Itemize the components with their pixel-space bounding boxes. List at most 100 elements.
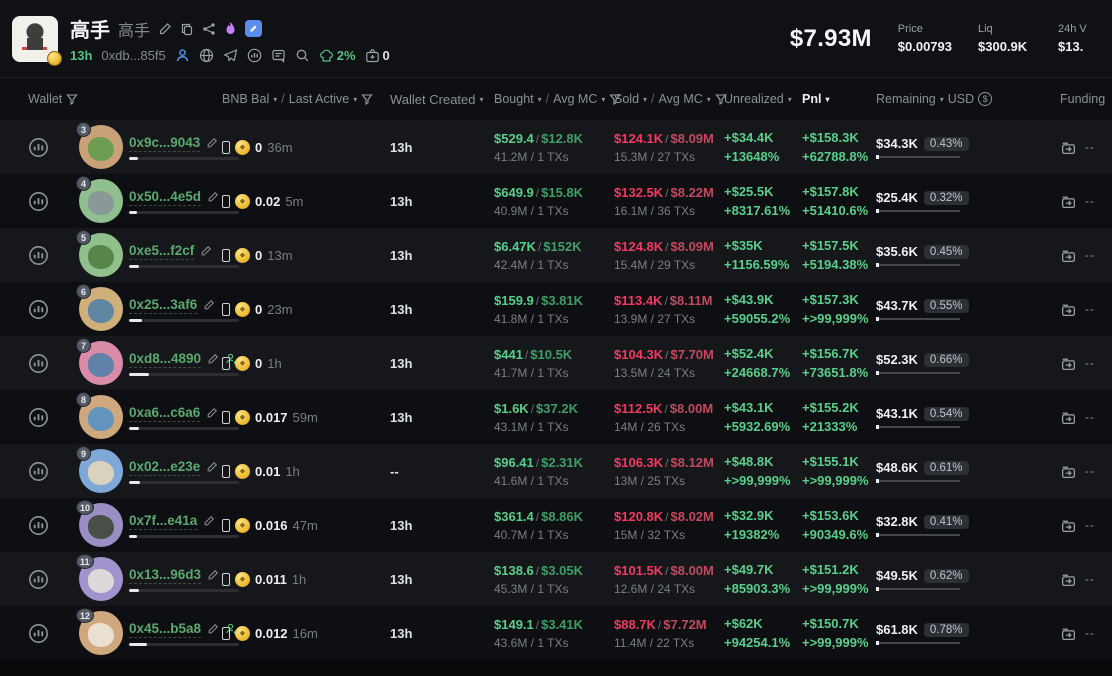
col-created[interactable]: Wallet Created ▾	[368, 92, 484, 107]
wallet-address-link[interactable]: 0x45...b5a8	[129, 620, 202, 639]
filter-icon[interactable]	[715, 93, 727, 105]
search-icon[interactable]	[295, 48, 310, 63]
edit-icon[interactable]	[203, 515, 215, 527]
sort-caret-icon[interactable]: ▾	[537, 95, 542, 104]
chart-circle-icon[interactable]	[28, 461, 49, 482]
wallet-address-link[interactable]: 0x02...e23e	[129, 458, 201, 477]
chart-circle-icon[interactable]	[28, 623, 49, 644]
sort-caret-icon[interactable]: ▾	[787, 95, 792, 104]
sort-caret-icon[interactable]: ▾	[601, 95, 606, 104]
likes-icon[interactable]	[365, 48, 380, 63]
wallet-address-link[interactable]: 0xd8...4890	[129, 350, 202, 369]
wallet-address-link[interactable]: 0xe5...f2cf	[129, 242, 195, 261]
funding-import-icon[interactable]	[1060, 139, 1077, 156]
table-row[interactable]: 9 0x02...e23e ◆ 0.01 1h -- $96.41/$2.31	[0, 444, 1112, 498]
dev-person-icon[interactable]	[175, 48, 190, 63]
table-row[interactable]: 11 0x13...96d3 ◆ 0.011 1h 13h $138.6/$3	[0, 552, 1112, 606]
copy-icon[interactable]	[180, 22, 194, 36]
feedback-icon[interactable]	[271, 48, 286, 63]
filter-icon[interactable]	[66, 93, 78, 105]
chart-circle-icon[interactable]	[28, 353, 49, 374]
wallet-avatar[interactable]	[79, 179, 123, 223]
share-icon[interactable]	[202, 22, 216, 36]
funding-import-icon[interactable]	[1060, 193, 1077, 210]
usd-toggle-icon[interactable]: $	[978, 92, 993, 106]
edit-icon[interactable]	[206, 461, 218, 473]
remaining-pct-badge: 0.78%	[923, 622, 969, 637]
wallet-avatar[interactable]	[79, 287, 123, 331]
col-funding[interactable]: Funding	[1042, 92, 1112, 106]
edit-icon[interactable]	[206, 407, 218, 419]
token-avatar[interactable]	[12, 15, 62, 66]
edit-icon[interactable]	[207, 191, 219, 203]
pnl-value: +$157.3K	[802, 292, 859, 307]
wallet-address-link[interactable]: 0x13...96d3	[129, 566, 202, 585]
sold-avg-mc: $8.12M	[670, 454, 714, 470]
col-pnl[interactable]: Pnl ▾	[802, 92, 876, 106]
filter-icon[interactable]	[361, 93, 373, 105]
token-contract[interactable]: 0xdb...85f5	[101, 48, 166, 63]
wallet-address-link[interactable]: 0x25...3af6	[129, 296, 198, 315]
edit-icon[interactable]	[207, 353, 219, 365]
bnb-coin-icon: ◆	[235, 517, 250, 533]
bnb-balance: 0.017	[255, 409, 288, 425]
memo-icon[interactable]	[245, 20, 263, 37]
col-wallet[interactable]: Wallet	[0, 92, 222, 106]
funding-import-icon[interactable]	[1060, 301, 1077, 318]
table-row[interactable]: 7 0xd8...4890 ◆ 0 1h 13h $441/$10.5K	[0, 336, 1112, 390]
wallet-avatar[interactable]	[79, 449, 123, 493]
sort-caret-icon[interactable]: ▾	[706, 95, 711, 104]
edit-icon[interactable]	[207, 623, 219, 635]
chart-circle-icon[interactable]	[28, 407, 49, 428]
sort-caret-icon[interactable]: ▾	[825, 95, 830, 104]
table-row[interactable]: 4 0x50...4e5d ◆ 0.02 5m 13h $649.9/$15.	[0, 174, 1112, 228]
sort-caret-icon[interactable]: ▾	[643, 95, 648, 104]
chart-circle-icon[interactable]	[28, 569, 49, 590]
wallet-address-link[interactable]: 0x9c...9043	[129, 134, 201, 153]
table-row[interactable]: 12 0x45...b5a8 ◆ 0.012 16m 13h $149.1/$	[0, 606, 1112, 660]
col-bnb-lastactive[interactable]: BNB Bal ▾ / Last Active ▾	[222, 92, 373, 106]
chart-circle-icon[interactable]	[28, 245, 49, 266]
edit-icon[interactable]	[200, 245, 212, 257]
col-remaining[interactable]: Remaining ▾ USD $	[876, 92, 1042, 106]
col-bought[interactable]: Bought ▾ / Avg MC ▾	[482, 92, 621, 106]
edit-icon[interactable]	[207, 569, 219, 581]
funding-import-icon[interactable]	[1060, 355, 1077, 372]
flame-icon[interactable]	[224, 21, 237, 36]
chart-circle-icon[interactable]	[28, 191, 49, 212]
funding-import-icon[interactable]	[1060, 571, 1077, 588]
col-avgmc-label: Avg MC	[553, 92, 598, 106]
funding-import-icon[interactable]	[1060, 625, 1077, 642]
chart-circle-icon[interactable]	[28, 299, 49, 320]
funding-import-icon[interactable]	[1060, 247, 1077, 264]
table-row[interactable]: 6 0x25...3af6 ◆ 0 23m 13h $159.9/$3.81K	[0, 282, 1112, 336]
sort-caret-icon[interactable]: ▾	[353, 95, 358, 104]
table-row[interactable]: 5 0xe5...f2cf ◆ 0 13m 13h $6.47K / $152K	[0, 228, 1112, 282]
sort-caret-icon[interactable]: ▾	[939, 95, 944, 104]
funding-import-icon[interactable]	[1060, 517, 1077, 534]
wallet-address-link[interactable]: 0xa6...c6a6	[129, 404, 201, 423]
chef-hat-icon[interactable]	[319, 49, 334, 63]
value-separator: /	[535, 455, 540, 470]
sort-caret-icon[interactable]: ▾	[273, 95, 278, 104]
chart-circle-icon[interactable]	[247, 48, 262, 63]
wallet-address-link[interactable]: 0x50...4e5d	[129, 188, 202, 207]
website-globe-icon[interactable]	[199, 48, 214, 63]
sold-subtext: 16.1M / 36 TXs	[614, 203, 696, 218]
wallet-address-link[interactable]: 0x7f...e41a	[129, 512, 198, 531]
funding-import-icon[interactable]	[1060, 463, 1077, 480]
edit-icon[interactable]	[203, 299, 215, 311]
table-row[interactable]: 3 0x9c...9043 ◆ 0 36m 13h $529.4/$12.8K	[0, 120, 1112, 174]
col-unrealized[interactable]: Unrealized ▾	[714, 92, 802, 106]
table-row[interactable]: 8 0xa6...c6a6 ◆ 0.017 59m 13h $1.6K / $37	[0, 390, 1112, 444]
table-row[interactable]: 10 0x7f...e41a ◆ 0.016 47m 13h $361.4/$	[0, 498, 1112, 552]
filter-icon[interactable]	[609, 93, 621, 105]
chart-circle-icon[interactable]	[28, 515, 49, 536]
edit-icon[interactable]	[206, 137, 218, 149]
telegram-icon[interactable]	[223, 48, 238, 63]
col-sold[interactable]: Sold ▾ / Avg MC ▾	[602, 92, 727, 106]
edit-icon[interactable]	[158, 22, 172, 36]
chart-circle-icon[interactable]	[28, 137, 49, 158]
funding-import-icon[interactable]	[1060, 409, 1077, 426]
sort-caret-icon[interactable]: ▾	[479, 95, 484, 104]
